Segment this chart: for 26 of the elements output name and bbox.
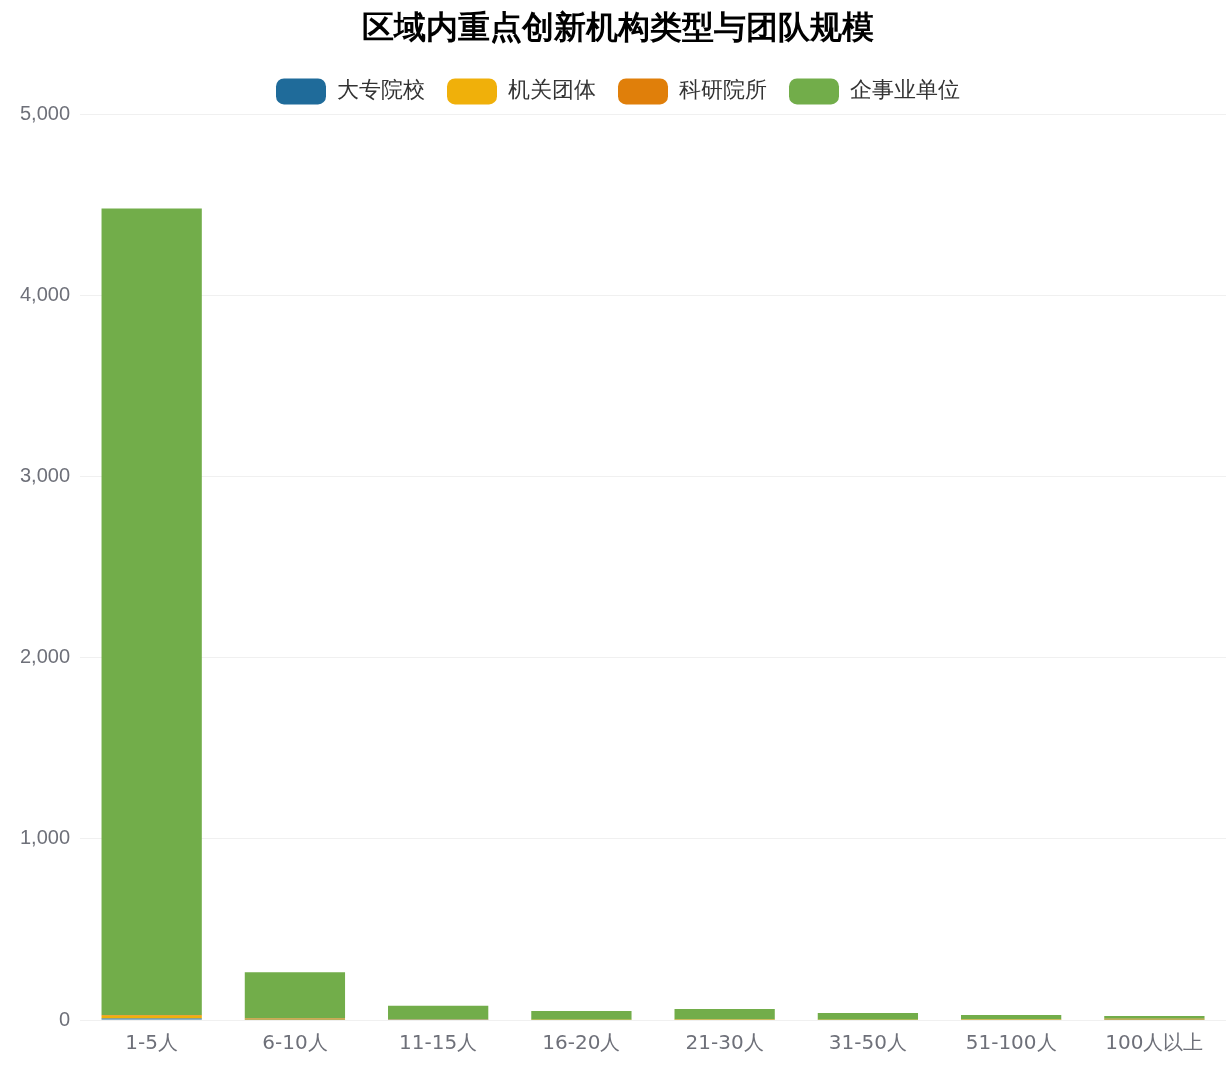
legend-label: 大专院校 [337,77,425,103]
legend-label: 企事业单位 [850,77,960,103]
x-tick-label: 100人以上 [1105,1030,1204,1055]
chart-title: 区域内重点创新机构类型与团队规模 [362,7,874,46]
x-tick-label: 51-100人 [965,1030,1057,1055]
y-tick-label: 4,000 [19,283,71,306]
x-tick-label: 31-50人 [828,1030,907,1055]
bar [817,1012,919,1020]
x-tick-label: 1-5人 [125,1030,179,1055]
bar [101,208,202,1015]
y-tick-label: 2,000 [19,645,71,668]
y-tick-label: 0 [58,1007,71,1030]
bar [388,1005,489,1020]
bar [961,1014,1062,1020]
y-tick-label: 3,000 [19,464,71,487]
bar [531,1010,632,1020]
x-tick-label: 6-10人 [262,1030,328,1055]
legend-label: 机关团体 [508,77,596,103]
y-tick-label: 1,000 [19,826,71,849]
x-tick-label: 16-20人 [542,1030,621,1055]
legend-label: 科研院所 [679,77,767,103]
bar [674,1008,775,1020]
y-tick-label: 5,000 [19,101,71,124]
bar [244,972,346,1019]
x-tick-label: 11-15人 [399,1030,478,1055]
x-tick-label: 21-30人 [685,1030,764,1055]
